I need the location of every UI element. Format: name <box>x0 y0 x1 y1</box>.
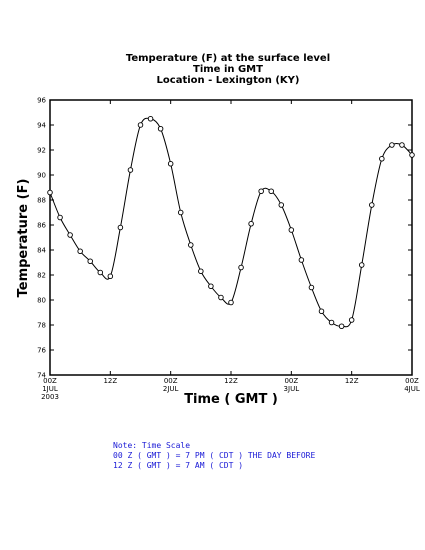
data-point <box>97 269 104 276</box>
x-tick-year: 2003 <box>41 393 59 401</box>
data-point <box>348 317 355 323</box>
data-point <box>177 209 184 216</box>
data-point <box>328 319 335 326</box>
y-tick-label: 78 <box>37 322 46 330</box>
data-point <box>318 308 325 315</box>
data-point <box>268 188 274 194</box>
x-tick-label: 00Z <box>164 377 178 385</box>
y-tick-label: 90 <box>37 172 46 180</box>
x-tick-label: 00Z <box>43 377 57 385</box>
y-axis: 74 76 78 80 82 84 86 88 90 92 94 96 <box>37 97 412 380</box>
data-point <box>248 220 254 227</box>
y-axis-title: Temperature (F) <box>16 179 31 298</box>
data-point <box>188 242 194 248</box>
y-tick-label: 86 <box>37 222 46 230</box>
y-tick-label: 82 <box>37 272 46 280</box>
data-point <box>147 115 154 122</box>
x-tick-date: 3JUL <box>284 385 300 393</box>
data-point <box>218 294 224 301</box>
plot-frame <box>49 99 413 376</box>
x-tick-label: 12Z <box>103 377 117 385</box>
data-point <box>67 232 73 238</box>
y-tick-label: 94 <box>37 122 46 130</box>
data-point <box>358 262 365 268</box>
y-tick-label: 76 <box>37 347 46 355</box>
data-point <box>107 273 114 280</box>
chart-title: Temperature (F) at the surface level <box>126 53 330 64</box>
data-point <box>298 257 305 263</box>
data-point <box>77 248 83 254</box>
chart-subtitle: Time in GMT <box>193 64 263 75</box>
data-point <box>379 155 385 162</box>
temperature-points <box>47 115 415 330</box>
data-point <box>308 284 315 291</box>
x-tick-date: 2JUL <box>163 385 179 393</box>
x-axis-title: Time ( GMT ) <box>184 392 278 407</box>
data-point <box>238 264 244 271</box>
x-tick-date: 4JUL <box>404 385 420 393</box>
x-tick-label: 00Z <box>405 377 419 385</box>
data-point <box>137 122 144 128</box>
y-tick-label: 96 <box>37 97 46 105</box>
y-tick-label: 84 <box>37 247 46 255</box>
data-point <box>117 224 124 231</box>
data-point <box>157 125 164 132</box>
y-tick-label: 74 <box>37 372 46 380</box>
data-point <box>338 323 345 330</box>
note-line-12z: 12 Z ( GMT ) = 7 AM ( CDT ) <box>113 461 243 470</box>
temperature-line <box>49 117 413 328</box>
data-point <box>389 142 395 148</box>
data-point <box>288 227 295 233</box>
data-point <box>57 214 63 221</box>
data-point <box>278 202 285 208</box>
data-point <box>409 152 415 158</box>
x-tick-label: 12Z <box>345 377 359 385</box>
data-point <box>369 202 375 208</box>
chart-location: Location - Lexington (KY) <box>157 75 300 86</box>
data-point <box>399 142 405 148</box>
data-point <box>208 283 214 290</box>
x-tick-date: 1JUL <box>42 385 58 393</box>
data-point <box>127 167 134 173</box>
data-point <box>87 258 93 265</box>
x-tick-label: 00Z <box>284 377 298 385</box>
x-tick-label: 12Z <box>224 377 238 385</box>
note-line-00z: 00 Z ( GMT ) = 7 PM ( CDT ) THE DAY BEFO… <box>113 451 315 460</box>
y-tick-label: 88 <box>37 197 46 205</box>
note-heading: Note: Time Scale <box>113 441 190 450</box>
data-point <box>258 188 264 194</box>
data-point <box>167 160 174 167</box>
y-tick-label: 92 <box>37 147 46 155</box>
data-point <box>47 189 53 196</box>
y-tick-label: 80 <box>37 297 46 305</box>
data-point <box>198 268 204 275</box>
data-point <box>228 299 234 306</box>
